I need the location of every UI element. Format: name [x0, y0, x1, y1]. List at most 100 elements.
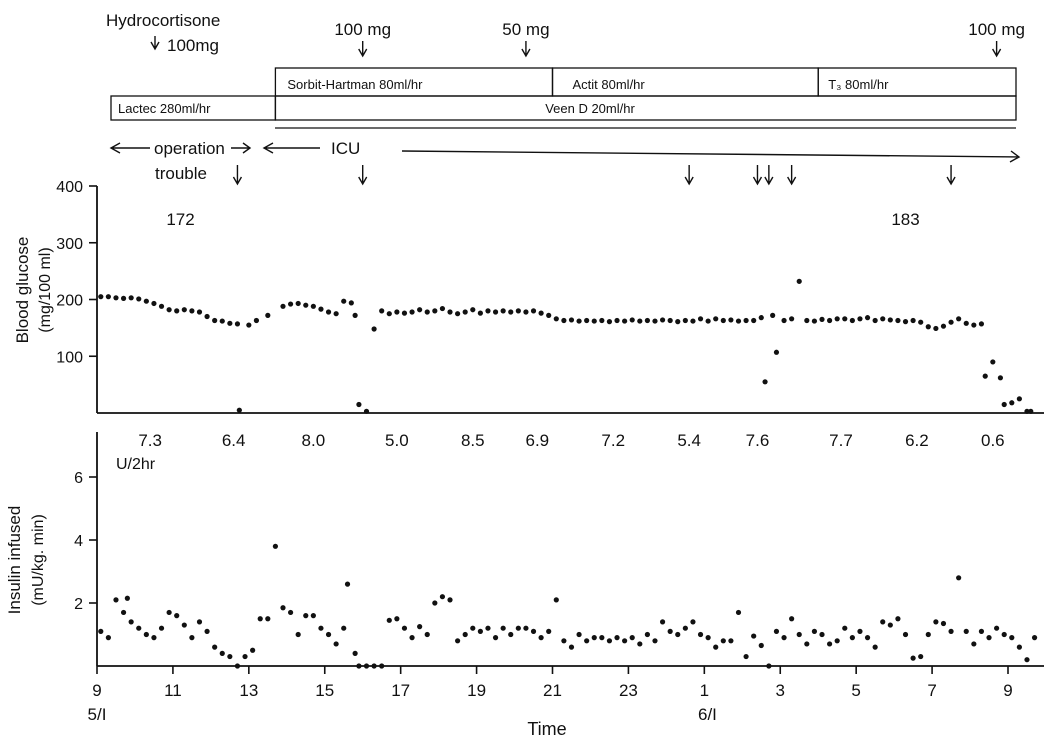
insulin-point [842, 625, 848, 631]
operation-arrow-left [109, 142, 150, 154]
insulin-point [105, 635, 111, 641]
insulin-point [629, 635, 635, 641]
y-tick-label: 2 [74, 596, 83, 613]
glucose-point [356, 401, 362, 408]
glucose-point [770, 312, 776, 318]
glucose-point [409, 309, 415, 315]
glucose-point [1009, 400, 1015, 406]
glucose-point [902, 319, 909, 325]
glucose-point [675, 319, 681, 325]
insulin-rate-label: 0.6 [981, 431, 1005, 450]
insulin-point [204, 628, 210, 634]
insulin-point [895, 616, 901, 622]
insulin-point [310, 613, 316, 619]
insulin-point [599, 635, 605, 641]
glucose-point [253, 317, 260, 324]
glucose-point [295, 300, 301, 307]
glucose-point [234, 321, 241, 327]
insulin-point [819, 631, 825, 638]
glucose-point [287, 301, 294, 307]
glucose-point [352, 312, 358, 318]
insulin-point [918, 653, 924, 660]
glucose-point [181, 307, 187, 313]
glucose-point [462, 309, 468, 315]
insulin-point [128, 619, 134, 625]
glucose-point [113, 295, 119, 301]
icu-arrow-left [262, 142, 320, 154]
insulin-point [561, 638, 567, 644]
glucose-point [508, 309, 514, 315]
insulin-point [477, 628, 483, 634]
glucose-point [758, 315, 764, 321]
glucose-point [333, 311, 339, 317]
insulin-point [637, 641, 643, 647]
glucose-point [523, 309, 529, 315]
glucose-point [348, 300, 354, 306]
glucose-point [561, 317, 567, 324]
glucose-point [614, 317, 620, 324]
insulin-point [986, 635, 992, 641]
glucose-point [682, 317, 688, 324]
insulin-point [1001, 631, 1007, 638]
dose-label: 100mg [167, 36, 219, 55]
glucose-point [401, 310, 408, 316]
glucose-point [762, 379, 768, 385]
insulin-point [675, 631, 681, 638]
glucose-point [940, 323, 947, 329]
insulin-rate-label: 8.5 [461, 431, 485, 450]
insulin-point [371, 663, 377, 669]
glucose-point [864, 315, 871, 321]
insulin-point [910, 655, 916, 661]
insulin-point [804, 641, 810, 647]
insulin-point [751, 633, 757, 639]
x-tick-label: 13 [239, 681, 258, 700]
glucose-point [834, 316, 840, 322]
x-tick-label: 23 [619, 681, 638, 700]
glucose-point [997, 375, 1004, 381]
glucose-point [933, 325, 939, 332]
insulin-point [136, 625, 142, 631]
insulin-point [219, 650, 225, 657]
x-tick-label: 19 [467, 681, 486, 700]
glucose-point [629, 317, 635, 323]
insulin-point [872, 644, 878, 650]
glucose-point [849, 317, 855, 324]
insulin-point [948, 628, 954, 634]
insulin-rate-label: 7.7 [829, 431, 853, 450]
glucose-point [538, 310, 544, 316]
glucose-point [591, 318, 597, 324]
glucose-point [963, 320, 969, 326]
insulin-point [470, 625, 476, 631]
insulin-point [189, 635, 195, 641]
glucose-point [530, 308, 537, 314]
insulin-point [622, 638, 628, 644]
insulin-rate-label: 6.4 [222, 431, 246, 450]
glucose-point [553, 316, 559, 322]
icu-arrow-right [401, 150, 1021, 163]
glucose-point [341, 298, 347, 304]
glucose-point [568, 317, 575, 323]
insulin-rate-unit: U/2hr [116, 456, 156, 473]
insulin-point [485, 625, 491, 631]
insulin-point [614, 635, 620, 641]
trouble-label: trouble [155, 164, 207, 183]
insulin-point [902, 631, 909, 638]
trouble-arrow [787, 165, 797, 186]
x-tick-label: 9 [1003, 681, 1012, 700]
glucose-point [599, 317, 605, 324]
glucose-point [713, 316, 719, 322]
insulin-point [356, 663, 362, 669]
glucose-point [796, 278, 802, 284]
glucose-point [136, 296, 142, 302]
operation-label: operation [154, 139, 225, 158]
glucose-point [212, 317, 218, 324]
insulin-point [796, 631, 802, 638]
glucose-point [622, 318, 628, 324]
glucose-point [1024, 408, 1030, 414]
x-tick-label: 21 [543, 681, 562, 700]
glucose-point [728, 317, 734, 323]
glucose-point [895, 317, 901, 324]
glucose-point [789, 316, 795, 322]
glucose-point [246, 322, 252, 328]
